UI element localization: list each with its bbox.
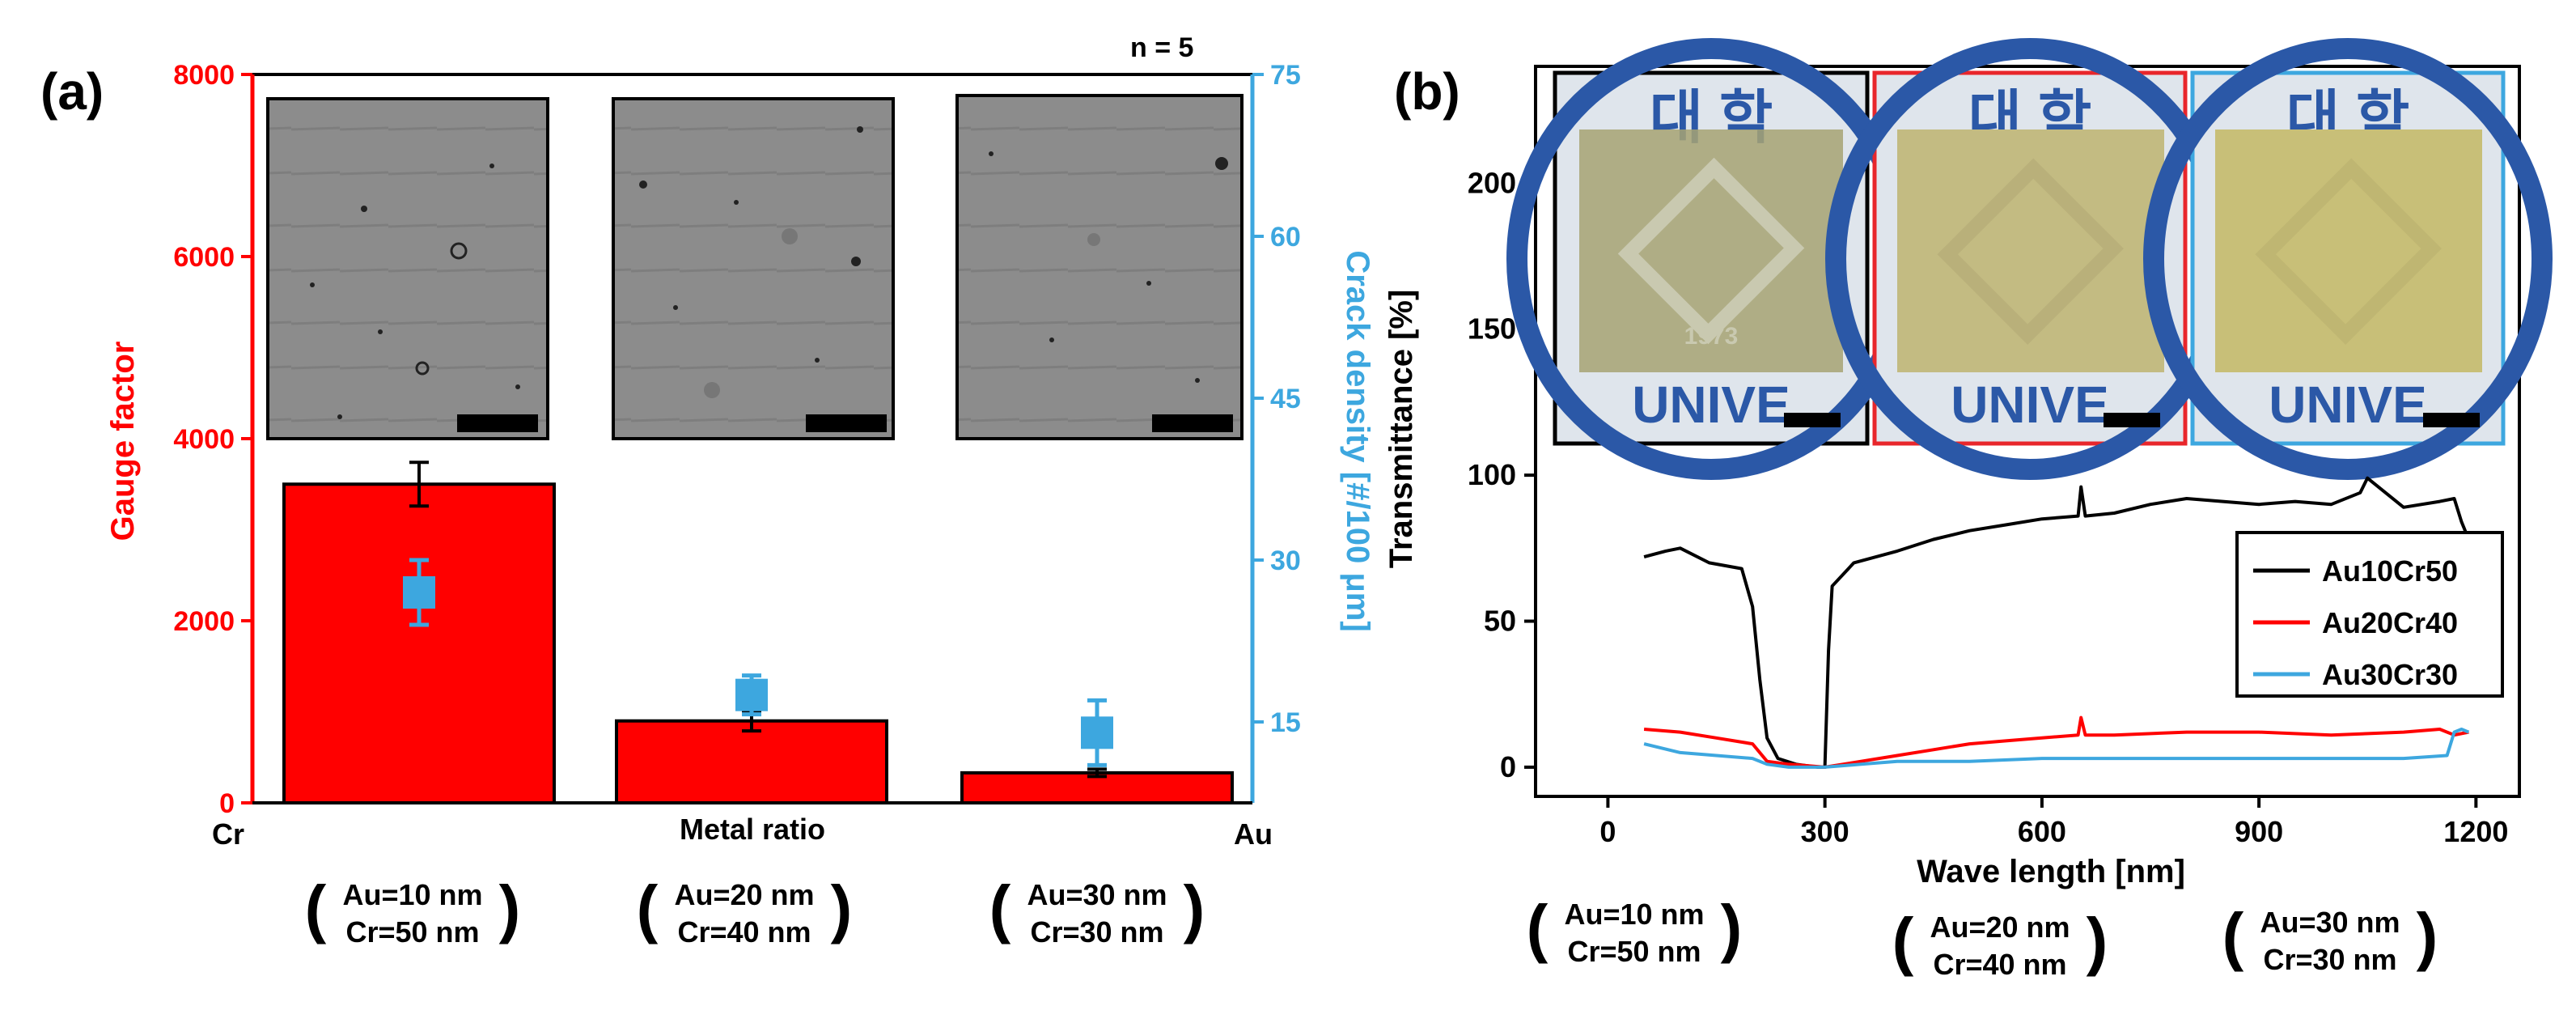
right-axis-tick-label: 30 <box>1270 545 1301 576</box>
y-axis-tick-label: 100 <box>1468 458 1516 491</box>
composition-bracket-right: ) <box>499 872 521 944</box>
x-axis-tick-label: 900 <box>2235 815 2283 848</box>
scale-bar <box>457 414 538 432</box>
gauge-factor-bar <box>615 719 888 804</box>
legend-label: Au30Cr30 <box>2322 658 2458 691</box>
left-axis-tick-label: 8000 <box>173 60 235 91</box>
composition-bracket-right: ) <box>831 872 853 944</box>
composition-au-label: Au=20 nm <box>674 878 814 911</box>
left-axis-tick-label: 6000 <box>173 242 235 273</box>
panel-a: (a) n = 5 0 2000 4000 6000 8000 15 30 45 60 75 G… <box>40 32 1375 851</box>
panel-a-label: (a) <box>40 62 104 121</box>
right-axis-tick-label: 45 <box>1270 384 1301 414</box>
sample-size-label: n = 5 <box>1130 32 1193 63</box>
photo-year-text: 1973 <box>1684 323 1739 350</box>
plot-b-frame <box>1534 65 2521 798</box>
x-axis-tick-label: 1200 <box>2443 815 2508 848</box>
y-axis-ticks: 0 50 100 150 200 <box>1468 166 1536 783</box>
composition-bracket-left: ( <box>637 872 659 944</box>
y-axis-tick-label: 0 <box>1500 750 1516 783</box>
composition-bracket-left: ( <box>1892 905 1914 977</box>
panel-b: (b) 0 300 600 900 1200 0 50 100 150 200 Transmit… <box>1383 38 2553 889</box>
composition-cr-label: Cr=30 nm <box>2263 943 2396 976</box>
transmittance-lines <box>1643 476 2471 769</box>
x-axis-tick-label: 300 <box>1801 815 1849 848</box>
photo-au20cr40: 대 학 UNIVE <box>1825 38 2235 480</box>
composition-bracket-left: ( <box>2222 900 2244 972</box>
right-axis-ticks: 15 30 45 60 75 <box>1252 60 1301 738</box>
right-axis-tick-label: 60 <box>1270 222 1301 253</box>
transmittance-line-au10cr50 <box>1643 476 2471 769</box>
x-axis-tick-label: 0 <box>1599 815 1616 848</box>
composition-cr-label: Cr=40 nm <box>677 915 811 949</box>
sample-photos: 대 학 1973 UNIVE 대 학 UNIVE 대 학 <box>1506 38 2553 480</box>
composition-cr-label: Cr=50 nm <box>345 915 479 949</box>
composition-au-label: Au=20 nm <box>1930 911 2070 944</box>
legend-label: Au10Cr50 <box>2322 554 2458 588</box>
sem-inset-au30cr30 <box>955 94 1244 440</box>
right-axis-tick-label: 75 <box>1270 60 1301 91</box>
x-axis-tick-label: 600 <box>2018 815 2066 848</box>
left-axis-ticks: 0 2000 4000 6000 8000 <box>173 60 252 819</box>
sem-inset-au10cr50 <box>266 97 549 440</box>
right-axis-tick-label: 15 <box>1270 707 1301 738</box>
composition-cr-label: Cr=50 nm <box>1567 935 1701 968</box>
composition-cr-label: Cr=40 nm <box>1933 948 2066 981</box>
crack-density-markers <box>403 558 1113 767</box>
composition-bracket-right: ) <box>2417 900 2438 972</box>
photo-watermark-bottom: UNIVE <box>2269 376 2427 434</box>
scale-bar <box>1784 413 1841 427</box>
x-axis-ticks: 0 300 600 900 1200 <box>1599 796 2508 848</box>
composition-bracket-left: ( <box>1527 892 1549 964</box>
left-axis-label: Gauge factor <box>105 342 141 541</box>
scale-bar <box>806 414 887 432</box>
x-axis-label: Metal ratio <box>680 813 825 846</box>
x-axis-left-end-label: Cr <box>212 817 244 851</box>
left-axis-tick-label: 4000 <box>173 424 235 455</box>
scale-bar <box>2423 413 2480 427</box>
composition-bracket-right: ) <box>2087 905 2108 977</box>
legend-entries: Au10Cr50 Au20Cr40 Au30Cr30 <box>2253 554 2458 691</box>
legend-box <box>2235 531 2504 698</box>
gauge-factor-bar <box>282 482 556 804</box>
transmittance-line-au30cr30 <box>1643 728 2470 769</box>
right-axis-label: Crack density [#/100 μm] <box>1340 250 1375 631</box>
composition-labels: () Au=10 nm Cr=50 nm () Au=20 nm Cr=40 nm () Au… <box>305 872 2438 981</box>
photo-watermark-bottom: UNIVE <box>1951 376 2109 434</box>
gauge-factor-error-bars <box>409 461 1107 779</box>
crack-density-marker <box>1081 716 1113 749</box>
crack-density-marker <box>735 678 768 711</box>
scale-bar <box>1152 414 1233 432</box>
legend: Au10Cr50 Au20Cr40 Au30Cr30 <box>2235 531 2504 698</box>
y-axis-tick-label: 200 <box>1468 166 1516 199</box>
crack-density-marker <box>403 576 435 609</box>
sem-inset-au20cr40 <box>612 97 895 440</box>
y-axis-tick-label: 50 <box>1484 605 1516 638</box>
composition-bracket-right: ) <box>1721 892 1743 964</box>
composition-au-label: Au=30 nm <box>1027 878 1167 911</box>
x-axis-label: Wave length [nm] <box>1917 854 2185 889</box>
photo-watermark-bottom: UNIVE <box>1632 376 1790 434</box>
panel-b-label: (b) <box>1394 62 1460 121</box>
transmittance-line-au20cr40 <box>1643 715 2469 769</box>
scale-bar <box>2104 413 2160 427</box>
composition-bracket-left: ( <box>305 872 327 944</box>
composition-au-label: Au=10 nm <box>342 878 482 911</box>
composition-bracket-right: ) <box>1184 872 1205 944</box>
photo-au30cr30: 대 학 UNIVE <box>2143 38 2553 480</box>
legend-label: Au20Cr40 <box>2322 606 2458 639</box>
composition-au-label: Au=10 nm <box>1564 898 1704 931</box>
x-axis-right-end-label: Au <box>1234 817 1273 851</box>
left-axis-tick-label: 2000 <box>173 606 235 637</box>
gauge-factor-bars <box>282 482 1234 804</box>
composition-au-label: Au=30 nm <box>2260 906 2400 939</box>
left-axis-tick-label: 0 <box>219 788 235 819</box>
photo-au10cr50: 대 학 1973 UNIVE <box>1506 38 1916 480</box>
composition-bracket-left: ( <box>989 872 1011 944</box>
y-axis-tick-label: 150 <box>1468 312 1516 346</box>
composition-cr-label: Cr=30 nm <box>1030 915 1163 949</box>
y-axis-label: Transmittance [%] <box>1383 290 1419 569</box>
